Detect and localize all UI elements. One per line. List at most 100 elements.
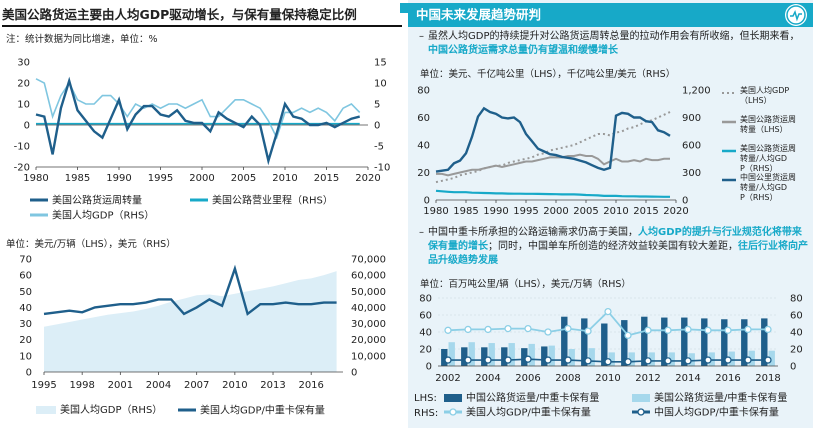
chart1-xtick-label: 2020 <box>355 173 380 184</box>
chart2-xtick-label: 2001 <box>108 380 133 391</box>
chart4-xtick-label: 2008 <box>555 373 580 384</box>
chart3-ytick-left: 0 <box>424 196 430 207</box>
chart4-legend-us-line-marker <box>449 408 457 416</box>
chart3-unit: 单位：美元、千亿吨公里（LHS），千亿吨公里/美元（RHS） <box>420 69 676 80</box>
chart2-ytick-left: 10 <box>19 351 32 362</box>
chart3-xtick-label: 2020 <box>663 206 688 217</box>
chart1-series-us-gdp-per-capita <box>35 78 361 140</box>
chart1-xtick-label: 2000 <box>189 173 214 184</box>
chart4-xtick-label: 2006 <box>515 373 540 384</box>
chart4-bar-us-freight-per-truck <box>508 343 515 366</box>
chart4-bar-cn-freight-per-truck <box>681 317 688 366</box>
chart4-bar-us-freight-per-truck <box>568 349 575 366</box>
chart4-marker-cn-gdp-per-truck <box>564 356 572 364</box>
chart4-bar-us-freight-per-truck <box>748 350 755 366</box>
chart4-legend-rhs-tag: RHS: <box>414 408 438 419</box>
chart3-series-us-freight-turnover <box>436 153 670 177</box>
chart4-marker-cn-gdp-per-truck <box>664 357 672 365</box>
chart3-ytick-right: 1,200 <box>682 86 711 97</box>
chart3-legend-label: P（RHS） <box>740 164 777 173</box>
chart4-bar-us-freight-per-truck <box>528 343 535 366</box>
chart4-ytick-left: 80 <box>419 294 432 305</box>
chart4-marker-cn-gdp-per-truck <box>624 358 632 366</box>
chart2-xtick-label: 2007 <box>184 380 209 391</box>
chart3-ytick-right: 0 <box>682 196 688 207</box>
chart1-xtick-label: 1980 <box>23 173 48 184</box>
right-paragraph-1: – 虽然人均GDP的持续提升对公路货运周转总量的拉动作用会有所收缩，但长期来看，中… <box>419 31 800 56</box>
chart2-legend-line-label: 美国人均GDP/中重卡保有量 <box>200 404 325 417</box>
chart1-ytick-right: 10 <box>374 79 387 90</box>
chart2-ytick-left: 60 <box>19 271 32 282</box>
chart4-bar-cn-freight-per-truck <box>441 349 448 366</box>
chart2-legend-area-label: 美国人均GDP（RHS） <box>60 403 162 416</box>
chart2-xtick-label: 2013 <box>260 380 285 391</box>
right-title-bar: 中国未来发展趋势研判 <box>400 3 813 27</box>
chart1-ytick-right: -10 <box>374 163 390 174</box>
chart2-ytick-right: 10,000 <box>351 351 386 362</box>
chart4-marker-us-gdp-per-truck <box>524 324 532 333</box>
chart4-xtick-label: 2004 <box>475 373 500 384</box>
chart4-bar-us-freight-per-truck <box>768 350 775 366</box>
chart4-marker-cn-gdp-per-truck <box>744 356 752 364</box>
chart3-ytick-left: 60 <box>417 113 430 124</box>
chart2-xtick-label: 2010 <box>222 380 247 391</box>
chart2-xtick-label: 1995 <box>31 380 56 391</box>
chart4-legend-us-line-label: 美国人均GDP/中重卡保有量 <box>466 406 591 419</box>
chart4-marker-us-gdp-per-truck <box>644 326 652 334</box>
chart1-ytick-right: 0 <box>374 121 380 132</box>
chart4-legend-lhs-tag: LHS: <box>414 393 437 404</box>
chart3-ytick-right: 900 <box>682 113 701 124</box>
chart4-bar-cn-freight-per-truck <box>661 317 668 366</box>
chart2-series-gdp-per-truck <box>43 264 337 316</box>
chart4-bar-cn-freight-per-truck <box>461 347 468 366</box>
chart2-ytick-left: 0 <box>26 368 32 379</box>
chart1-xtick-label: 1990 <box>106 173 131 184</box>
chart4-bar-cn-freight-per-truck <box>601 323 608 366</box>
chart2-ytick-right: 30,000 <box>351 319 386 330</box>
chart4-bar-us-freight-per-truck <box>608 352 615 366</box>
chart4-marker-cn-gdp-per-truck <box>644 357 652 365</box>
chart1-ytick-right: 15 <box>374 58 387 69</box>
chart4-marker-us-gdp-per-truck <box>584 327 592 335</box>
title-corner-mark <box>400 3 408 13</box>
chart4-ytick-right: 0 <box>790 362 796 373</box>
chart4-marker-cn-gdp-per-truck <box>704 356 712 364</box>
chart4-marker-us-gdp-per-truck <box>704 326 712 334</box>
chart3-series-us-gdp-per-capita <box>435 111 671 184</box>
chart1-ytick-left: -10 <box>14 142 30 153</box>
chart3-xtick-label: 1980 <box>423 206 448 217</box>
chart2-ytick-right: 40,000 <box>351 303 386 314</box>
chart4-bar-us-freight-per-truck <box>468 342 475 366</box>
chart3-ytick-right: 300 <box>682 168 701 179</box>
chart4-bar-cn-freight-per-truck <box>581 318 588 366</box>
chart4-marker-cn-gdp-per-truck <box>504 356 512 364</box>
left-title: 美国公路货运主要由人均GDP驱动增长，与保有量保持稳定比例 <box>2 3 402 27</box>
chart1-ytick-left: 20 <box>17 79 30 90</box>
chart3-series-us-ratio <box>435 189 670 198</box>
chart4-marker-cn-gdp-per-truck <box>724 356 732 364</box>
chart4-marker-cn-gdp-per-truck <box>584 357 592 365</box>
chart4-marker-us-gdp-per-truck <box>464 325 472 334</box>
chart4-xtick-label: 2016 <box>715 373 740 384</box>
chart2-ytick-right: 0 <box>351 368 357 379</box>
chart3-xtick-label: 2015 <box>633 206 658 217</box>
chart3-xtick-label: 2000 <box>543 206 568 217</box>
chart3-ytick-left: 40 <box>417 141 430 152</box>
chart2-ytick-left: 40 <box>19 303 32 314</box>
chart1-xtick-label: 2005 <box>231 173 256 184</box>
chart4-bar-cn-freight-per-truck <box>501 347 508 366</box>
chart1-ytick-right: 5 <box>374 100 380 111</box>
chart2-legend-area-swatch <box>36 406 56 414</box>
chart4-legend-us-bar-swatch <box>632 394 650 402</box>
chart3-legend-label: 转量（LHS） <box>740 124 788 134</box>
chart4-xtick-label: 2014 <box>675 373 700 384</box>
chart4-marker-us-gdp-per-truck <box>624 331 632 340</box>
chart4-legend-cn-bar-label: 中国公路货运量/中重卡保有量 <box>466 391 599 404</box>
chart4-bar-us-freight-per-truck <box>448 342 455 366</box>
chart1-note: 注：统计数据为同比增速，单位：% <box>6 34 158 45</box>
chart1-ytick-left: -20 <box>14 163 30 174</box>
chart3-legend-label: 转量/人均GD <box>740 182 787 192</box>
chart4-bar-us-freight-per-truck <box>588 348 595 366</box>
chart4-marker-us-gdp-per-truck <box>744 325 752 334</box>
chart4-ytick-left: 60 <box>419 311 432 322</box>
